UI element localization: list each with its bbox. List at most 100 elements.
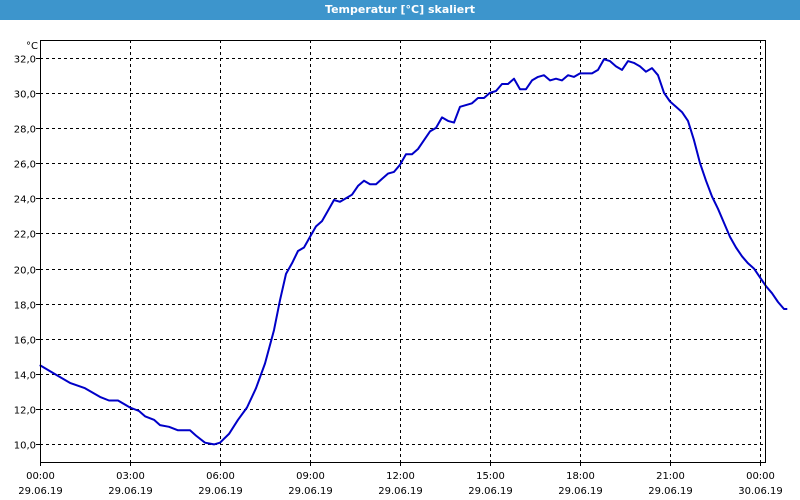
chart-title: Temperatur [°C] skaliert [0, 0, 800, 20]
data-point [159, 424, 161, 426]
data-point [525, 88, 527, 90]
data-point [693, 139, 695, 141]
data-point [465, 104, 467, 106]
data-point [273, 329, 275, 331]
data-point [561, 79, 563, 81]
data-point [168, 426, 170, 428]
data-point [393, 171, 395, 173]
y-tick-label: 28,0 [14, 125, 36, 136]
data-point [657, 74, 659, 76]
data-point [423, 139, 425, 141]
data-point [285, 273, 287, 275]
x-tick-time-label: 15:00 [476, 471, 505, 482]
data-point [495, 90, 497, 92]
data-point [663, 92, 665, 94]
data-point [447, 120, 449, 122]
data-point [357, 185, 359, 187]
data-point [54, 373, 56, 375]
data-point [567, 74, 569, 76]
data-point [138, 410, 140, 412]
data-point [228, 433, 230, 435]
x-tick-date-label: 29.06.19 [648, 486, 693, 497]
data-point [435, 127, 437, 129]
data-point [213, 443, 215, 445]
x-tick-date-label: 30.06.19 [738, 486, 783, 497]
plot-frame [40, 40, 766, 463]
data-point [84, 387, 86, 389]
data-point [579, 72, 581, 74]
data-point [771, 292, 773, 294]
x-tick-time-label: 03:00 [116, 471, 145, 482]
data-point [501, 83, 503, 85]
x-axis: 00:00 29.06.19 03:00 29.06.19 06:00 29.06.19 0… [18, 462, 783, 497]
data-point [405, 153, 407, 155]
data-point [477, 97, 479, 99]
data-point [129, 406, 131, 409]
data-point [333, 199, 335, 201]
data-point [735, 246, 737, 249]
x-tick-time-label: 00:00 [746, 471, 775, 482]
data-point [627, 60, 629, 62]
x-tick-time-label: 18:00 [566, 471, 595, 482]
data-point [195, 435, 197, 437]
data-point [321, 220, 323, 222]
data-point [669, 100, 671, 103]
data-point [279, 299, 281, 301]
data-point [741, 255, 743, 257]
data-point [717, 208, 719, 210]
data-point [645, 71, 647, 73]
data-point [705, 180, 707, 182]
data-point [723, 222, 725, 224]
data-point [417, 148, 419, 150]
data-point [633, 62, 635, 64]
data-point [675, 106, 677, 108]
data-point [429, 130, 431, 132]
data-point [537, 76, 539, 78]
y-tick-label: 26,0 [14, 160, 36, 171]
data-point [375, 183, 377, 185]
y-axis: 10,0 12,0 14,0 16,0 18,0 20,0 22,0 24,0 26,0 28,0… [14, 55, 40, 452]
x-tick-time-label: 21:00 [656, 471, 685, 482]
data-point [786, 308, 788, 310]
data-point [549, 79, 551, 81]
data-point [441, 116, 443, 118]
data-point [291, 262, 293, 264]
data-point [351, 194, 353, 196]
data-point [489, 92, 491, 94]
x-tick-date-label: 29.06.19 [198, 486, 243, 497]
y-axis-unit-label: °C [26, 41, 38, 52]
data-point [777, 301, 779, 303]
data-point [246, 406, 248, 409]
x-tick-date-label: 29.06.19 [378, 486, 423, 497]
data-point [204, 442, 206, 444]
data-point [144, 415, 146, 417]
y-tick-label: 20,0 [14, 266, 36, 277]
data-point [531, 79, 533, 81]
y-tick-label: 18,0 [14, 301, 36, 312]
y-tick-label: 14,0 [14, 371, 36, 382]
data-point [573, 76, 575, 78]
data-point [585, 72, 587, 74]
data-point [255, 387, 257, 389]
data-point [315, 225, 317, 227]
data-point [117, 399, 119, 402]
data-point [651, 67, 653, 69]
data-point [621, 69, 623, 71]
data-point [471, 102, 473, 104]
data-point [483, 97, 485, 99]
data-point [183, 429, 185, 431]
data-point [387, 173, 389, 175]
x-tick-date-label: 29.06.19 [108, 486, 153, 497]
data-point [189, 429, 191, 431]
data-point [381, 178, 383, 180]
temperature-series-line [39, 58, 787, 446]
data-point [507, 83, 509, 85]
data-point [219, 442, 221, 444]
data-point [681, 111, 683, 113]
data-point [513, 78, 515, 80]
data-point [369, 183, 371, 185]
data-point [639, 65, 641, 67]
data-point [153, 419, 155, 421]
data-point [459, 106, 461, 108]
y-tick-label: 22,0 [14, 230, 36, 241]
